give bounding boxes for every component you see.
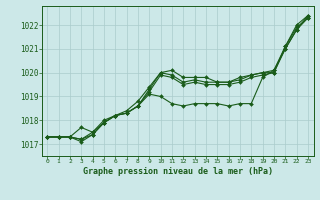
- X-axis label: Graphe pression niveau de la mer (hPa): Graphe pression niveau de la mer (hPa): [83, 167, 273, 176]
